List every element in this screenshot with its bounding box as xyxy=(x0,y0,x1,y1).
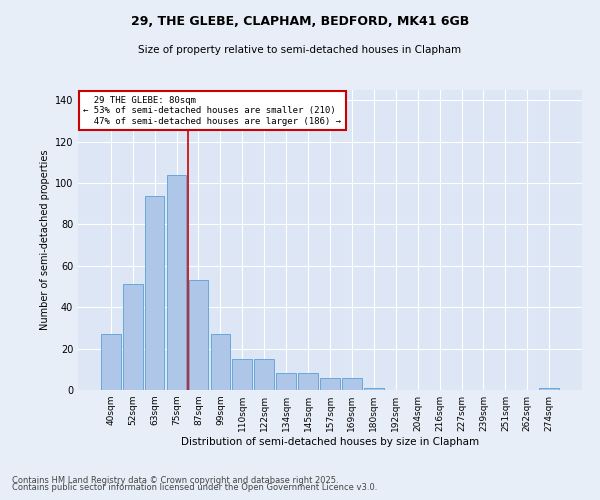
Text: Contains HM Land Registry data © Crown copyright and database right 2025.: Contains HM Land Registry data © Crown c… xyxy=(12,476,338,485)
Bar xyxy=(364,388,384,390)
Bar xyxy=(211,334,230,390)
Y-axis label: Number of semi-detached properties: Number of semi-detached properties xyxy=(40,150,50,330)
Bar xyxy=(298,374,318,390)
Text: Size of property relative to semi-detached houses in Clapham: Size of property relative to semi-detach… xyxy=(139,45,461,55)
Bar xyxy=(232,359,252,390)
Text: 29 THE GLEBE: 80sqm
← 53% of semi-detached houses are smaller (210)
  47% of sem: 29 THE GLEBE: 80sqm ← 53% of semi-detach… xyxy=(83,96,341,126)
Bar xyxy=(101,334,121,390)
Text: Contains public sector information licensed under the Open Government Licence v3: Contains public sector information licen… xyxy=(12,484,377,492)
Bar xyxy=(320,378,340,390)
X-axis label: Distribution of semi-detached houses by size in Clapham: Distribution of semi-detached houses by … xyxy=(181,437,479,447)
Bar xyxy=(188,280,208,390)
Bar xyxy=(145,196,164,390)
Bar xyxy=(254,359,274,390)
Bar xyxy=(123,284,143,390)
Bar xyxy=(539,388,559,390)
Bar xyxy=(167,175,187,390)
Text: 29, THE GLEBE, CLAPHAM, BEDFORD, MK41 6GB: 29, THE GLEBE, CLAPHAM, BEDFORD, MK41 6G… xyxy=(131,15,469,28)
Bar xyxy=(342,378,362,390)
Bar xyxy=(276,374,296,390)
